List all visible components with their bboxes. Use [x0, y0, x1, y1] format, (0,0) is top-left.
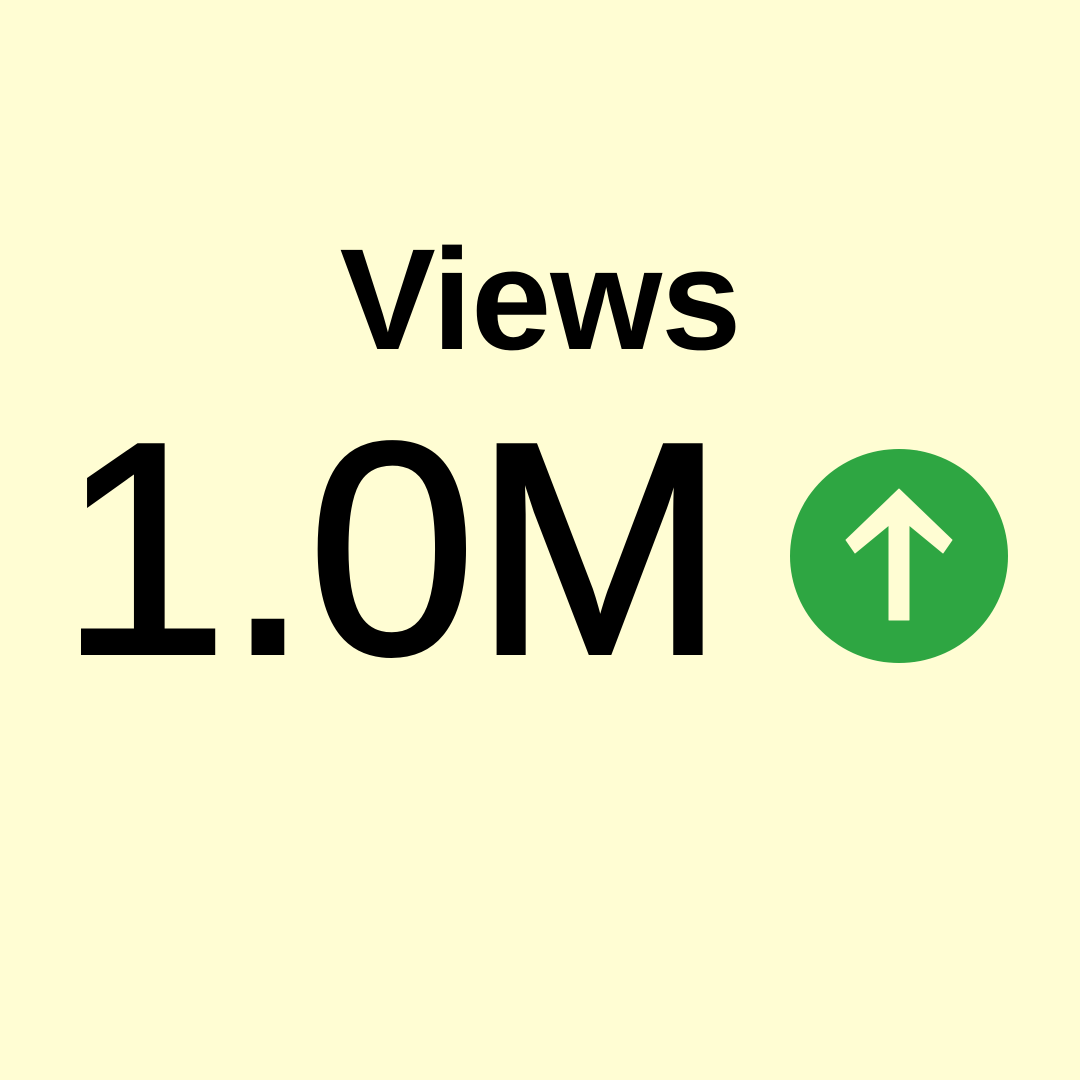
arrow-up-circle-icon — [790, 449, 1008, 663]
metric-value: 1.0M — [58, 380, 727, 717]
metric-label: Views — [339, 219, 742, 380]
up-arrow — [845, 488, 953, 621]
